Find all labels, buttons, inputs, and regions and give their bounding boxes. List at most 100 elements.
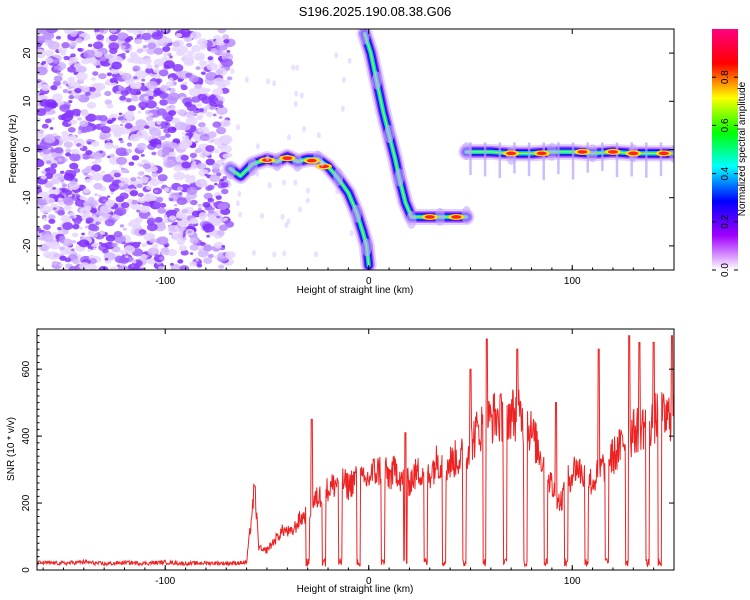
noise-speckle: [191, 44, 202, 53]
noise-speckle: [226, 49, 231, 53]
noise-speckle: [187, 197, 191, 201]
noise-speckle: [211, 167, 220, 174]
noise-speckle: [44, 167, 50, 172]
noise-speckle: [48, 218, 56, 224]
faint-speckle: [335, 188, 340, 195]
noise-speckle: [44, 49, 54, 57]
noise-speckle: [37, 44, 40, 48]
noise-speckle: [216, 106, 228, 116]
ridge-blob: [292, 153, 303, 172]
noise-speckle: [175, 32, 183, 38]
noise-speckle: [153, 74, 161, 79]
noise-speckle: [157, 207, 166, 214]
noise-speckle: [153, 47, 164, 55]
noise-speckle: [149, 127, 161, 137]
noise-speckle: [134, 136, 140, 141]
noise-speckle: [216, 100, 224, 106]
faint-speckle: [280, 213, 285, 220]
noise-speckle: [111, 117, 117, 122]
noise-speckle: [76, 72, 88, 81]
noise-speckle: [132, 75, 138, 80]
noise-speckle: [92, 71, 99, 76]
noise-speckle: [106, 119, 113, 124]
noise-speckle: [195, 259, 199, 262]
noise-speckle: [182, 81, 188, 86]
noise-speckle: [154, 189, 159, 193]
noise-speckle: [72, 232, 79, 238]
noise-speckle: [146, 223, 158, 232]
noise-speckle: [46, 29, 58, 34]
noise-speckle: [172, 41, 181, 47]
faint-speckle: [244, 76, 249, 83]
ridge-blob: [333, 167, 344, 186]
ridge-blob: [394, 168, 405, 187]
noise-speckle: [172, 138, 181, 144]
faint-speckle: [305, 187, 310, 194]
noise-speckle: [62, 80, 68, 85]
noise-speckle: [119, 224, 125, 228]
ridge-blob: [361, 238, 372, 257]
noise-speckle: [41, 60, 47, 65]
noise-speckle: [79, 120, 89, 127]
noise-speckle: [62, 238, 73, 247]
noise-speckle: [71, 148, 80, 155]
snr-plot-area: [37, 335, 674, 568]
noise-speckle: [111, 82, 117, 86]
noise-speckle: [44, 181, 54, 189]
noise-speckle: [158, 180, 163, 184]
noise-speckle: [83, 49, 96, 59]
noise-speckle: [171, 118, 180, 124]
noise-speckle: [171, 106, 176, 110]
noise-speckle: [196, 162, 207, 170]
noise-speckle: [55, 35, 62, 40]
noise-speckle: [125, 98, 132, 103]
noise-speckle: [161, 56, 168, 61]
noise-speckle: [163, 214, 168, 218]
noise-speckle: [171, 46, 179, 52]
noise-speckle: [55, 135, 61, 140]
noise-speckle: [209, 105, 216, 110]
noise-speckle: [226, 76, 233, 81]
snr-y-tick-label: 400: [21, 427, 32, 444]
noise-speckle: [147, 217, 156, 224]
noise-speckle: [138, 101, 149, 109]
hot-spot: [628, 151, 639, 156]
noise-speckle: [135, 90, 142, 95]
noise-speckle: [163, 187, 170, 192]
noise-speckle: [216, 172, 222, 177]
noise-speckle: [212, 113, 217, 117]
noise-speckle: [129, 190, 139, 197]
noise-speckle: [109, 47, 118, 54]
noise-speckle: [57, 197, 63, 201]
noise-speckle: [125, 255, 129, 258]
noise-speckle: [159, 99, 169, 106]
noise-speckle: [64, 189, 73, 196]
noise-speckle: [147, 112, 154, 117]
noise-speckle: [65, 152, 71, 157]
noise-speckle: [204, 173, 208, 177]
noise-speckle: [113, 132, 121, 138]
noise-speckle: [189, 237, 199, 244]
ridge-blob: [546, 142, 557, 161]
faint-speckle: [305, 197, 310, 204]
noise-speckle: [200, 71, 206, 75]
ridge-blob: [461, 142, 472, 161]
noise-speckle: [132, 65, 141, 72]
noise-speckle: [67, 76, 76, 83]
noise-speckle: [57, 227, 62, 231]
faint-speckle: [251, 249, 256, 256]
noise-speckle: [42, 217, 48, 221]
snr-line: [37, 335, 674, 568]
noise-speckle: [86, 101, 97, 109]
noise-speckle: [116, 90, 121, 95]
colorbar-tick-label: 0.2: [720, 214, 731, 228]
spectrogram-y-tick-label: 10: [22, 95, 33, 107]
noise-speckle: [178, 141, 190, 150]
ridge-blob: [225, 161, 236, 180]
noise-speckle: [37, 117, 42, 123]
noise-speckle: [88, 263, 98, 270]
noise-speckle: [190, 174, 196, 179]
faint-speckle: [238, 211, 243, 218]
noise-speckle: [166, 96, 178, 105]
